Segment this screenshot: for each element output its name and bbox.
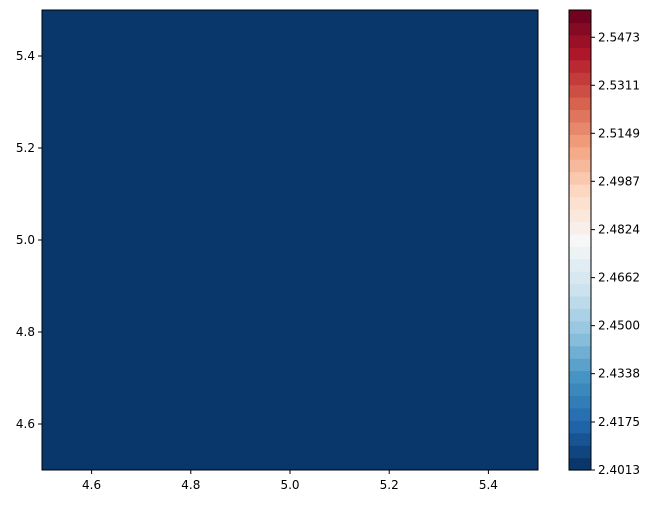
colorbar-tick-label: 2.5149 bbox=[598, 126, 640, 140]
y-axis: 4.6 4.8 5.0 5.2 5.4 bbox=[16, 49, 42, 431]
colorbar-band bbox=[569, 358, 591, 372]
colorbar-band bbox=[569, 109, 591, 123]
colorbar-band bbox=[569, 121, 591, 135]
colorbar-band bbox=[569, 295, 591, 309]
colorbar: 2.4013 2.4175 2.4338 2.4500 2.4662 2.4824 2.49… bbox=[568, 9, 640, 477]
colorbar-tick-label: 2.4338 bbox=[598, 367, 640, 381]
colorbar-tick-label: 2.5311 bbox=[598, 78, 640, 92]
x-axis: 4.6 4.8 5.0 5.2 5.4 bbox=[82, 470, 498, 492]
colorbar-band bbox=[569, 246, 591, 260]
colorbar-bands bbox=[569, 10, 591, 471]
x-tick-label: 4.6 bbox=[82, 478, 101, 492]
colorbar-band bbox=[569, 196, 591, 210]
y-tick-label: 4.6 bbox=[16, 417, 35, 431]
y-tick-label: 5.2 bbox=[16, 141, 35, 155]
colorbar-tick-label: 2.4824 bbox=[598, 223, 640, 237]
colorbar-band bbox=[569, 345, 591, 359]
contour-field bbox=[42, 10, 538, 470]
colorbar-band bbox=[569, 420, 591, 434]
colorbar-band bbox=[569, 59, 591, 73]
colorbar-band bbox=[569, 146, 591, 160]
colorbar-band bbox=[569, 370, 591, 384]
colorbar-band bbox=[569, 208, 591, 222]
y-tick-label: 4.8 bbox=[16, 325, 35, 339]
colorbar-band bbox=[569, 84, 591, 98]
colorbar-band bbox=[569, 97, 591, 111]
colorbar-band bbox=[569, 34, 591, 48]
colorbar-band bbox=[569, 395, 591, 409]
colorbar-band bbox=[569, 407, 591, 421]
colorbar-band bbox=[569, 320, 591, 334]
colorbar-band bbox=[569, 233, 591, 247]
colorbar-band bbox=[569, 10, 591, 24]
colorbar-band bbox=[569, 271, 591, 285]
colorbar-band bbox=[569, 308, 591, 322]
colorbar-tick-label: 2.5473 bbox=[598, 30, 640, 44]
colorbar-band bbox=[569, 333, 591, 347]
x-tick-label: 5.0 bbox=[280, 478, 299, 492]
colorbar-tick-label: 2.4500 bbox=[598, 319, 640, 333]
colorbar-band bbox=[569, 432, 591, 446]
colorbar-band bbox=[569, 159, 591, 173]
colorbar-band bbox=[569, 184, 591, 198]
colorbar-tick-label: 2.4175 bbox=[598, 415, 640, 429]
colorbar-band bbox=[569, 221, 591, 235]
colorbar-band bbox=[569, 258, 591, 272]
colorbar-tick-label: 2.4662 bbox=[598, 271, 640, 285]
x-tick-label: 4.8 bbox=[181, 478, 200, 492]
colorbar-frame bbox=[568, 9, 592, 471]
colorbar-band bbox=[569, 22, 591, 36]
colorbar-band bbox=[569, 134, 591, 148]
x-tick-label: 5.2 bbox=[380, 478, 399, 492]
x-tick-label: 5.4 bbox=[479, 478, 498, 492]
colorbar-axis: 2.4013 2.4175 2.4338 2.4500 2.4662 2.4824 2.49… bbox=[591, 30, 640, 477]
colorbar-band bbox=[569, 382, 591, 397]
y-tick-label: 5.0 bbox=[16, 233, 35, 247]
plot-area: 4.6 4.8 5.0 5.2 5.4 4.6 4.8 5.0 5.2 5.4 bbox=[16, 9, 539, 492]
y-tick-label: 5.4 bbox=[16, 49, 35, 63]
colorbar-tick-label: 2.4013 bbox=[598, 463, 640, 477]
colorbar-band bbox=[569, 72, 591, 86]
colorbar-band bbox=[569, 47, 591, 61]
colorbar-band bbox=[569, 457, 591, 471]
colorbar-band bbox=[569, 445, 591, 459]
colorbar-band bbox=[569, 283, 591, 297]
colorbar-band bbox=[569, 171, 591, 185]
colorbar-tick-label: 2.4987 bbox=[598, 174, 640, 188]
